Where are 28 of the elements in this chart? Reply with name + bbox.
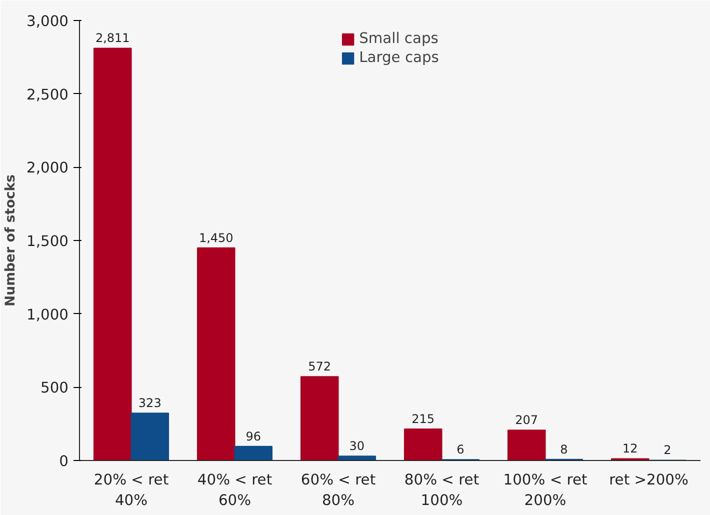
data-label: 96 [246, 429, 262, 444]
y-tick-label: 500 [40, 380, 69, 397]
y-axis-title: Number of stocks [4, 174, 19, 307]
data-label: 215 [412, 412, 435, 426]
data-label: 1,450 [198, 230, 234, 245]
x-tick-label: 100% < ret 200% [503, 472, 588, 509]
data-label: 2,811 [95, 31, 130, 46]
y-tick-label: 2,000 [26, 160, 69, 177]
data-label: 572 [308, 360, 332, 374]
y-tick-label: 2,500 [26, 86, 69, 104]
x-tick-label: 80% < ret 100% [404, 472, 480, 509]
data-label: 8 [560, 442, 568, 456]
data-label: 6 [456, 442, 464, 457]
x-tick-label: 20% < ret 40% [94, 472, 169, 509]
data-label: 30 [349, 439, 365, 454]
data-label: 2 [664, 443, 672, 458]
legend-label: Small caps [359, 30, 438, 47]
y-tick-label: 3,000 [26, 13, 69, 30]
x-tick-label: 60% < ret 80% [300, 472, 376, 509]
legend-label: Large caps [359, 49, 439, 66]
data-label: 207 [515, 413, 538, 428]
y-tick-label: 1,500 [26, 233, 69, 250]
x-tick-label: ret >200% [609, 472, 688, 488]
y-tick-label: 0 [59, 453, 69, 470]
data-label: 12 [622, 442, 638, 456]
data-label: 323 [138, 396, 162, 410]
x-tick-label: 40% < ret 60% [197, 472, 272, 509]
y-tick-label: 1,000 [26, 306, 69, 324]
